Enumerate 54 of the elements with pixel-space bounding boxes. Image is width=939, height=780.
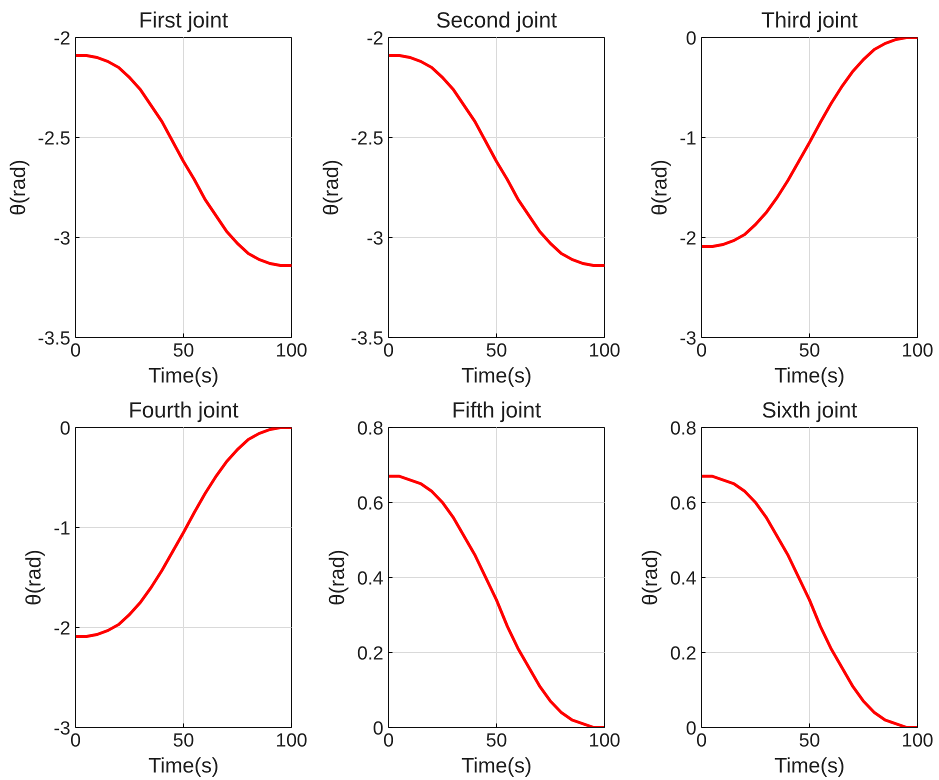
y-axis-title: θ(rad)	[6, 159, 30, 216]
x-tick-label: 100	[588, 340, 620, 362]
y-tick-label: -3	[680, 328, 697, 350]
x-tick-label: 100	[902, 730, 934, 752]
y-axis-title: θ(rad)	[648, 159, 672, 216]
y-tick-label: -2	[366, 28, 384, 50]
y-tick-label: -1	[54, 518, 71, 540]
x-tick-label: 50	[486, 730, 508, 752]
x-tick-label: 100	[588, 730, 620, 752]
y-tick-label: -2.5	[350, 128, 384, 150]
x-tick-label: 50	[172, 340, 194, 362]
y-tick-label: -1	[680, 128, 697, 150]
chart-title: Sixth joint	[762, 398, 858, 422]
x-axis-title: Time(s)	[774, 364, 845, 388]
y-tick-label: 0.2	[357, 644, 384, 664]
chart-title: Fifth joint	[452, 398, 542, 422]
chart-title: Third joint	[761, 8, 858, 32]
x-axis-title: Time(s)	[148, 754, 219, 778]
y-axis-title: θ(rad)	[22, 549, 46, 606]
y-tick-label: -3	[366, 228, 384, 250]
y-tick-label: 0.6	[670, 494, 697, 514]
y-tick-label: -2	[54, 618, 71, 640]
x-tick-label: 100	[276, 340, 308, 362]
y-tick-label: 0.8	[670, 418, 697, 440]
y-tick-label: -2	[54, 28, 71, 50]
y-tick-label: 0	[686, 28, 697, 50]
y-tick-label: -3.5	[350, 328, 384, 350]
x-tick-label: 100	[902, 340, 934, 362]
y-axis-title: θ(rad)	[320, 159, 343, 216]
x-axis-title: Time(s)	[148, 364, 219, 388]
chart-title: First joint	[138, 8, 228, 32]
chart-title: Second joint	[436, 8, 558, 32]
x-tick-label: 100	[276, 730, 308, 752]
x-axis-title: Time(s)	[774, 754, 845, 778]
y-tick-label: 0.4	[357, 568, 384, 590]
y-tick-label: 0.8	[357, 418, 384, 440]
chart-title: Fourth joint	[128, 398, 239, 422]
x-tick-label: 50	[172, 730, 194, 752]
x-axis-title: Time(s)	[461, 754, 532, 778]
y-tick-label: 0.4	[670, 568, 697, 590]
y-tick-label: -2	[680, 228, 697, 250]
x-tick-label: 50	[486, 340, 508, 362]
y-tick-label: -2.5	[38, 128, 71, 150]
y-tick-label: 0	[60, 418, 71, 440]
y-tick-label: 0.6	[357, 494, 384, 514]
x-axis-title: Time(s)	[461, 364, 532, 388]
y-tick-label: -3	[54, 228, 71, 250]
y-tick-label: -3.5	[38, 328, 71, 350]
y-tick-label: -3	[54, 718, 71, 740]
x-tick-label: 50	[798, 340, 820, 362]
y-axis-title: θ(rad)	[326, 549, 350, 606]
y-tick-label: 0.2	[670, 644, 697, 664]
y-axis-title: θ(rad)	[639, 549, 662, 606]
x-tick-label: 50	[798, 730, 820, 752]
